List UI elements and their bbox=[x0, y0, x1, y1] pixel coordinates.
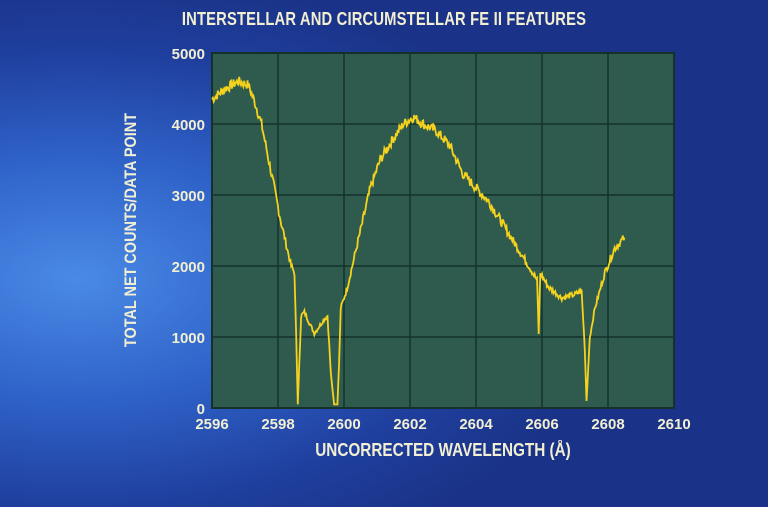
x-tick-label: 2606 bbox=[525, 416, 558, 433]
x-tick-label: 2604 bbox=[459, 416, 493, 433]
y-tick-label: 1000 bbox=[172, 330, 205, 347]
x-tick-label: 2600 bbox=[327, 416, 360, 433]
x-tick-label: 2610 bbox=[657, 416, 690, 433]
x-tick-label: 2608 bbox=[591, 416, 624, 433]
y-tick-label: 0 bbox=[197, 401, 205, 418]
y-tick-label: 5000 bbox=[172, 46, 205, 63]
x-tick-label: 2598 bbox=[261, 416, 294, 433]
spectrum-line bbox=[211, 76, 626, 406]
x-tick-label: 2602 bbox=[393, 416, 426, 433]
y-tick-label: 4000 bbox=[172, 117, 205, 134]
x-axis-label: UNCORRECTED WAVELENGTH (Å) bbox=[315, 440, 571, 460]
plot-background bbox=[211, 52, 675, 409]
y-tick-label: 2000 bbox=[172, 259, 205, 276]
x-tick-label: 2596 bbox=[195, 416, 228, 433]
chart-title: INTERSTELLAR AND CIRCUMSTELLAR FE II FEA… bbox=[181, 9, 587, 29]
y-tick-label: 3000 bbox=[172, 188, 205, 205]
